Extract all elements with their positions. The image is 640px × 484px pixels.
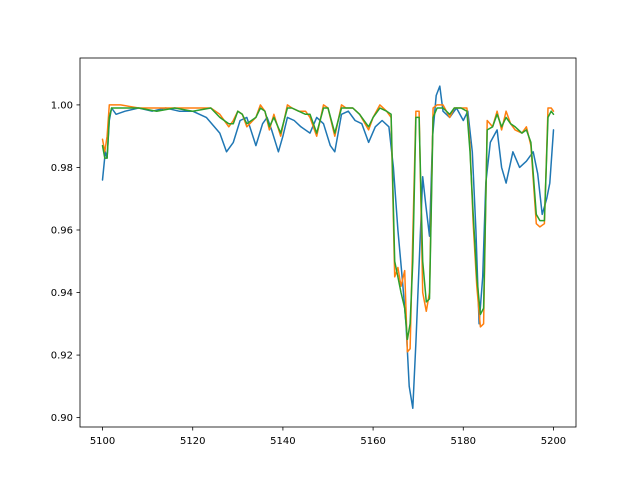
- y-tick-label: 0.92: [51, 351, 73, 362]
- x-tick-label: 5160: [360, 436, 385, 447]
- series-line-1: [101, 85, 555, 409]
- y-tick-label: 1.00: [51, 100, 73, 111]
- series-line-3: [101, 107, 555, 341]
- x-tick-label: 5120: [180, 436, 205, 447]
- series-layer: [101, 85, 555, 409]
- x-tick-label: 5140: [270, 436, 295, 447]
- plot-frame: [79, 57, 577, 428]
- x-tick-label: 5100: [90, 436, 115, 447]
- y-tick-label: 0.98: [51, 163, 73, 174]
- y-tick-label: 0.94: [51, 288, 73, 299]
- x-tick-label: 5200: [541, 436, 566, 447]
- y-tick-label: 0.96: [51, 225, 73, 236]
- x-tick-label: 5180: [451, 436, 476, 447]
- y-tick-label: 0.90: [51, 413, 73, 424]
- x-axis: 5100 5120 5140 5160 5180 5200: [90, 427, 566, 447]
- y-axis: 0.90 0.92 0.94 0.96 0.98 1.00: [51, 100, 80, 424]
